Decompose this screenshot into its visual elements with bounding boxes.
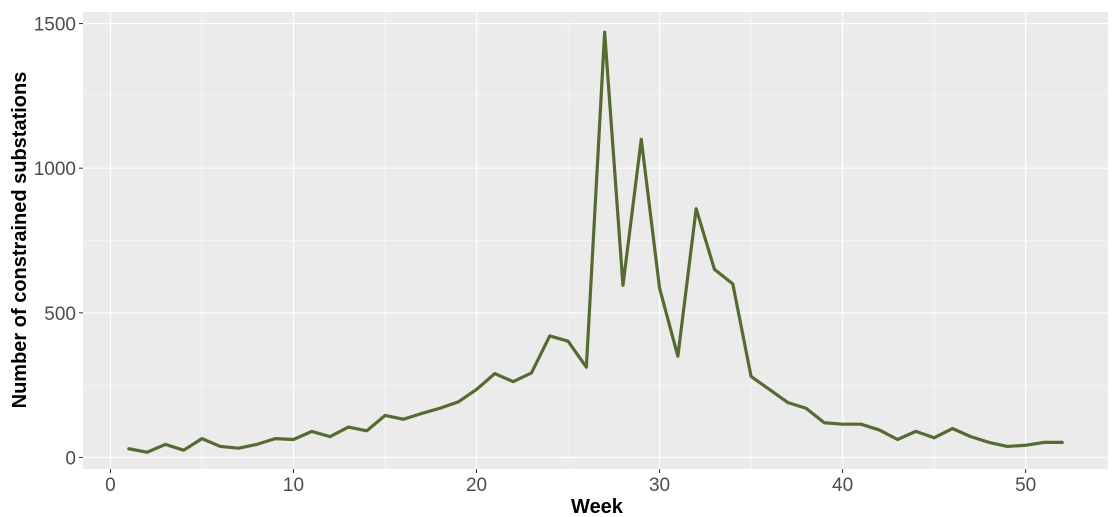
y-axis-ticks: 0 500 1000 1500 bbox=[34, 15, 83, 469]
y-tick-label: 0 bbox=[65, 448, 76, 469]
series-layer bbox=[127, 30, 1064, 454]
x-tick-label: 0 bbox=[105, 475, 116, 496]
x-axis-title: Week bbox=[571, 496, 624, 517]
x-tick-label: 40 bbox=[832, 475, 853, 496]
y-tick-label: 500 bbox=[44, 304, 76, 325]
x-tick-label: 30 bbox=[649, 475, 670, 496]
y-axis-title: Number of constrained substations bbox=[9, 72, 31, 409]
minor-grid bbox=[83, 12, 1108, 469]
x-tick-label: 50 bbox=[1015, 475, 1036, 496]
y-tick-label: 1500 bbox=[34, 15, 76, 36]
major-grid bbox=[83, 12, 1108, 469]
x-tick-label: 20 bbox=[466, 475, 487, 496]
x-tick-label: 10 bbox=[283, 475, 304, 496]
series-line bbox=[127, 30, 1064, 454]
x-axis-ticks: 0 10 20 30 40 50 bbox=[105, 469, 1036, 496]
y-tick-label: 1000 bbox=[34, 159, 76, 180]
